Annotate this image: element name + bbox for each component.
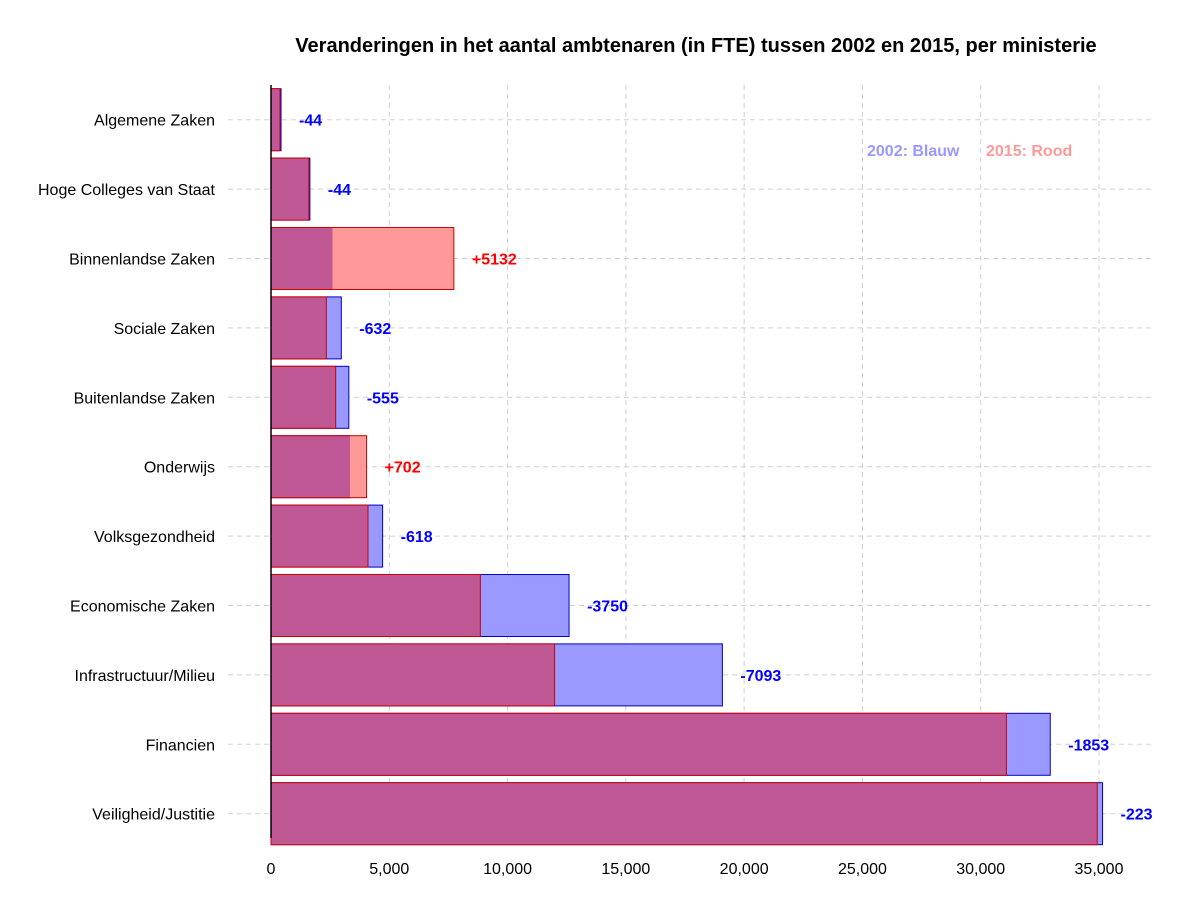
x-tick-label: 10,000 [483,861,532,878]
difference-label: -632 [359,321,391,338]
category-label: Sociale Zaken [114,321,215,338]
bar-overlap [271,643,555,706]
category-label: Buitenlandse Zaken [74,390,215,407]
chart-title: Veranderingen in het aantal ambtenaren (… [295,35,1096,57]
difference-label: -44 [299,113,322,130]
category-label: Volksgezondheid [94,529,215,546]
x-tick-label: 0 [267,861,276,878]
category-label: Veiligheid/Justitie [92,807,215,824]
x-tick-label: 35,000 [1075,861,1124,878]
difference-label: +702 [385,460,421,477]
difference-label: -618 [401,529,433,546]
bar-overlap [271,782,1098,845]
difference-label: +5132 [472,252,517,269]
x-tick-label: 20,000 [720,861,769,878]
bar-overlap [271,366,336,429]
difference-label: -7093 [740,668,781,685]
bar-overlap [271,158,309,221]
difference-label: -1853 [1068,737,1109,754]
category-label: Binnenlandse Zaken [69,252,215,269]
difference-label: -3750 [587,599,628,616]
x-tick-label: 30,000 [956,861,1005,878]
category-label: Onderwijs [144,460,215,477]
category-label: Economische Zaken [70,599,215,616]
bar-overlap [271,505,368,568]
bar-overlap [271,435,350,498]
bar-overlap [271,88,280,151]
category-label: Algemene Zaken [94,113,215,130]
x-tick-label: 5,000 [369,861,409,878]
difference-label: -44 [328,182,351,199]
legend: 2002: Blauw 2015: Rood [867,143,1072,160]
labels: 0 5,000 10,000 15,000 20,000 25,000 30,000 35,0… [38,113,1153,878]
difference-label: -223 [1121,807,1153,824]
legend-item-2015: 2015: Rood [986,143,1072,160]
bar-overlap [271,574,481,637]
bar-overlap [271,227,333,290]
bar-overlap [271,713,1007,776]
category-label: Infrastructuur/Milieu [75,668,216,685]
x-tick-label: 15,000 [601,861,650,878]
category-label: Financien [146,737,215,754]
x-tick-label: 25,000 [838,861,887,878]
legend-item-2002: 2002: Blauw [867,143,960,160]
bar-overlap [271,296,327,359]
category-label: Hoge Colleges van Staat [38,182,216,199]
difference-label: -555 [367,390,399,407]
